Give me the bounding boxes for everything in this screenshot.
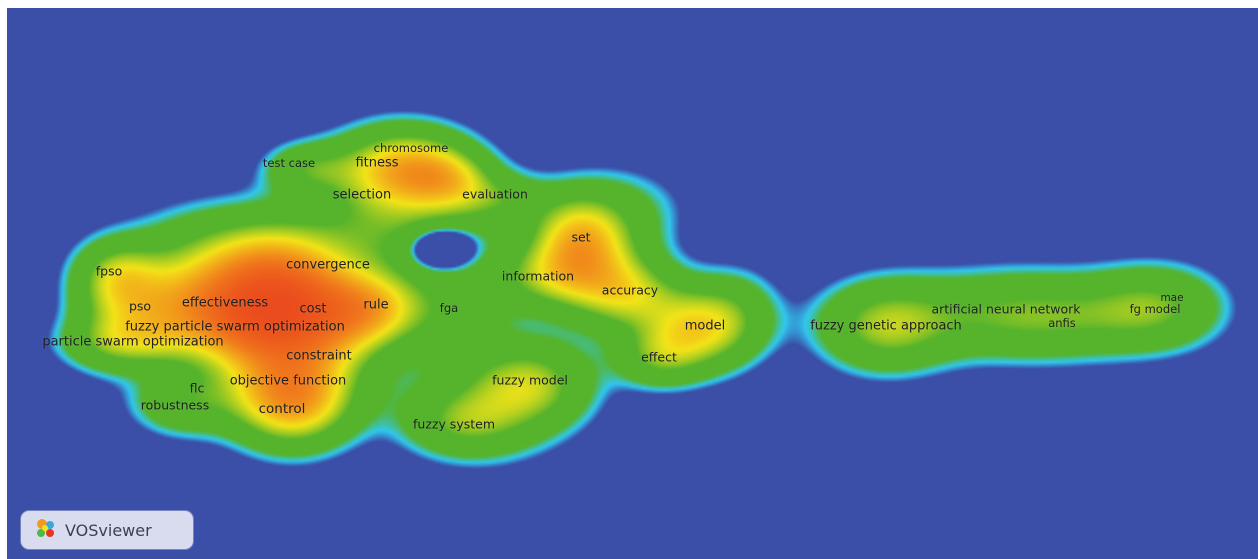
term-rule[interactable]: rule <box>363 297 389 313</box>
density-map-view[interactable]: chromosome test case fitness selection e… <box>7 8 1258 559</box>
term-anfis[interactable]: anfis <box>1048 316 1076 330</box>
term-evaluation[interactable]: evaluation <box>462 186 528 202</box>
term-control[interactable]: control <box>258 401 306 417</box>
term-convergence[interactable]: convergence <box>286 257 370 273</box>
term-effectiveness[interactable]: effectiveness <box>181 295 269 311</box>
term-model[interactable]: model <box>684 318 726 334</box>
term-fitness[interactable]: fitness <box>355 155 399 171</box>
term-particle-swarm-optimization[interactable]: particle swarm optimization <box>42 334 224 350</box>
term-selection[interactable]: selection <box>332 187 392 203</box>
term-mae[interactable]: mae <box>1160 292 1184 304</box>
term-information[interactable]: information <box>501 268 575 284</box>
term-fpso[interactable]: fpso <box>95 263 123 279</box>
term-cost[interactable]: cost <box>299 301 327 317</box>
term-fuzzy-particle-swarm-optimization[interactable]: fuzzy particle swarm optimization <box>125 319 345 335</box>
term-fuzzy-genetic-approach[interactable]: fuzzy genetic approach <box>810 318 962 334</box>
term-artificial-neural-network[interactable]: artificial neural network <box>931 301 1081 317</box>
term-chromosome[interactable]: chromosome <box>373 141 449 155</box>
term-accuracy[interactable]: accuracy <box>601 282 659 298</box>
term-fg-model[interactable]: fg model <box>1129 302 1181 316</box>
term-set[interactable]: set <box>571 229 591 245</box>
term-robustness[interactable]: robustness <box>140 397 210 413</box>
term-pso[interactable]: pso <box>128 298 152 314</box>
term-flc[interactable]: flc <box>189 380 205 396</box>
term-fuzzy-model[interactable]: fuzzy model <box>492 372 568 388</box>
density-heatmap <box>7 8 1258 559</box>
term-fuzzy-system[interactable]: fuzzy system <box>412 416 496 432</box>
term-fga[interactable]: fga <box>439 301 459 315</box>
term-constraint[interactable]: constraint <box>286 348 352 364</box>
vosviewer-badge[interactable]: VOSviewer <box>21 511 193 549</box>
term-objective-function[interactable]: objective function <box>229 373 347 389</box>
brand-name: VOSviewer <box>65 520 152 540</box>
vosviewer-logo-icon <box>35 517 57 544</box>
term-test-case[interactable]: test case <box>262 156 316 170</box>
term-effect[interactable]: effect <box>641 349 677 365</box>
